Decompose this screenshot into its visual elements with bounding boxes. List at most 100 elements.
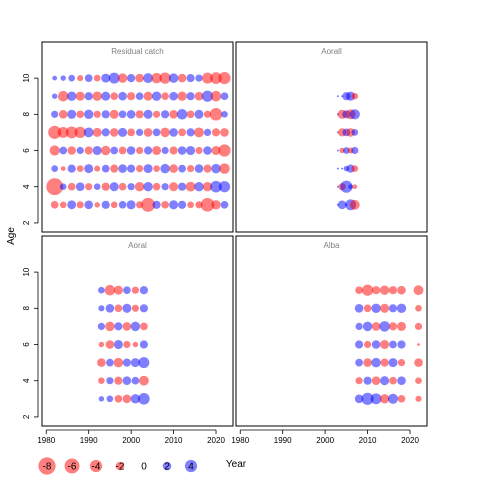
data-bubble (49, 145, 60, 156)
data-bubble (372, 286, 381, 295)
data-bubble (397, 358, 406, 367)
data-bubble (110, 201, 118, 209)
data-bubble (98, 396, 105, 402)
data-bubble (352, 184, 358, 190)
x-tick-label: 2020 (207, 436, 225, 445)
data-bubble (127, 128, 135, 137)
data-bubble (126, 146, 136, 155)
data-bubble (58, 109, 68, 119)
data-bubble (186, 92, 195, 101)
data-bubble (151, 91, 162, 101)
data-bubble (139, 286, 148, 295)
panel-4: Alba (235, 235, 428, 427)
x-tick-label: 1990 (80, 436, 98, 445)
data-bubble (139, 340, 148, 349)
data-bubble (101, 128, 110, 137)
x-tick-label: 1980 (37, 436, 55, 445)
data-bubble (67, 146, 77, 155)
x-axis-title: Year (226, 459, 247, 470)
data-bubble (161, 92, 169, 101)
data-bubble (74, 126, 86, 139)
data-bubble (135, 110, 144, 119)
data-bubble (140, 322, 148, 331)
data-bubble (131, 376, 140, 385)
data-bubble (93, 183, 101, 191)
x-tick-label: 1990 (274, 436, 292, 445)
legend-label: -8 (43, 462, 52, 473)
data-bubble (83, 127, 94, 138)
data-bubble (351, 146, 359, 155)
data-bubble (92, 91, 102, 101)
y-tick-label: 10 (22, 73, 31, 82)
data-bubble (363, 376, 372, 385)
data-bubble (122, 376, 132, 386)
data-bubble (161, 183, 169, 191)
data-bubble (380, 339, 390, 350)
data-bubble (187, 201, 194, 209)
data-bubble (105, 340, 115, 349)
panel-2: Aorall (235, 41, 428, 233)
data-bubble (415, 377, 422, 385)
data-bubble (75, 182, 85, 192)
data-bubble (415, 395, 422, 402)
data-bubble (153, 165, 160, 172)
data-bubble (152, 145, 162, 156)
data-bubble (67, 164, 76, 173)
data-bubble (84, 164, 94, 174)
data-bubble (415, 304, 422, 312)
data-bubble (84, 74, 93, 82)
data-bubble (130, 358, 140, 368)
data-bubble (101, 182, 110, 191)
data-bubble (76, 165, 84, 172)
legend-item: -4 (89, 459, 103, 473)
data-bubble (397, 376, 406, 386)
panel-3: Aoral (41, 235, 234, 427)
data-bubble (114, 304, 123, 313)
data-bubble (186, 145, 196, 156)
data-bubble (76, 110, 85, 119)
data-bubble (363, 304, 372, 313)
data-bubble (185, 181, 196, 192)
data-bubble (340, 180, 353, 193)
data-bubble (220, 128, 229, 137)
data-bubble (362, 321, 373, 332)
data-bubble (370, 393, 382, 405)
data-bubble (194, 91, 204, 101)
x-tick-label: 2000 (122, 436, 140, 445)
data-bubble (397, 394, 406, 403)
data-bubble (101, 110, 110, 119)
data-bubble (355, 322, 363, 331)
legend-item: -2 (116, 462, 125, 473)
data-bubble (351, 129, 359, 136)
data-bubble (77, 75, 84, 82)
data-bubble (106, 395, 114, 403)
data-bubble (380, 303, 390, 313)
data-bubble (363, 340, 372, 349)
data-bubble (113, 285, 123, 295)
data-bubble (349, 109, 360, 120)
data-bubble (388, 358, 398, 368)
data-bubble (135, 164, 144, 173)
data-bubble (161, 110, 170, 119)
data-bubble (194, 164, 204, 173)
data-bubble (354, 394, 364, 404)
data-bubble (94, 202, 100, 208)
data-bubble (118, 201, 127, 209)
data-bubble (152, 182, 161, 191)
panel-title: Aoral (128, 241, 147, 250)
legend-item: -8 (38, 457, 56, 475)
data-bubble (100, 145, 111, 156)
data-bubble (194, 109, 204, 119)
data-bubble (98, 286, 105, 294)
data-bubble (186, 164, 195, 173)
data-bubble (126, 200, 136, 210)
legend-label: 4 (188, 462, 194, 473)
data-bubble (101, 164, 110, 173)
panel-title: Alba (323, 241, 340, 250)
data-bubble (83, 109, 94, 120)
data-bubble (195, 201, 203, 209)
data-bubble (143, 73, 154, 84)
y-tick-label: 2 (22, 414, 31, 419)
data-bubble (354, 303, 364, 313)
data-bubble (139, 304, 148, 313)
